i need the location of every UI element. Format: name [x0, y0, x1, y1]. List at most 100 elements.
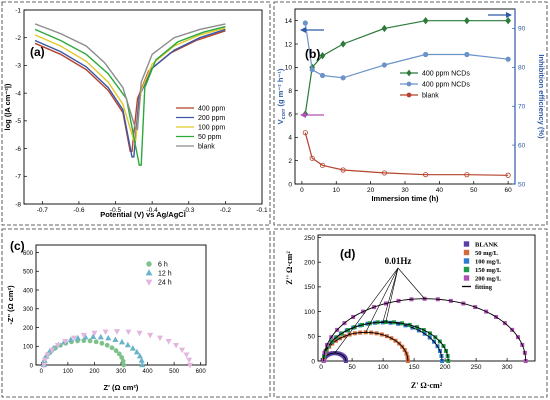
y-tick-label: 4 [288, 135, 292, 142]
legend-label: 12 h [158, 271, 172, 278]
y-tick-label: 200 [23, 326, 34, 332]
series-line [34, 27, 226, 142]
arrowhead [300, 112, 306, 118]
panel-label: (d) [340, 247, 355, 261]
legend-marker [463, 241, 470, 247]
data-point [302, 130, 308, 136]
data-point [71, 335, 78, 342]
legend-label: 150 mg/L [475, 267, 502, 274]
data-point [319, 72, 326, 79]
y-tick-label: 0 [288, 181, 292, 188]
data-point [464, 172, 470, 178]
y-tick-label: 2 [288, 158, 292, 165]
y2-tick-label: 50 [518, 181, 526, 188]
x-tick-label: 0 [319, 364, 323, 371]
data-point [116, 351, 122, 357]
data-point [41, 357, 48, 364]
data-point [423, 172, 429, 178]
x-tick-label: 500 [169, 369, 180, 375]
legend-label: 400 ppm NCDs [422, 82, 470, 89]
legend-label: blank [198, 144, 215, 151]
y2-tick-label: 80 [518, 65, 526, 72]
y-tick-label: 12 [285, 41, 293, 48]
series-line [304, 20, 509, 115]
legend-marker [406, 69, 412, 77]
data-point [147, 332, 154, 339]
x-tick-label: 10 [333, 187, 341, 194]
y-axis-title: -Z'' (Ω cm²) [6, 285, 15, 325]
data-point [104, 342, 110, 348]
data-point [44, 352, 51, 359]
data-point [505, 16, 511, 25]
data-point [129, 345, 136, 351]
data-point [124, 341, 131, 348]
legend-label: 100 ppm [198, 125, 225, 132]
x-tick-label: -0.5 [110, 207, 122, 214]
annotation-leader [397, 267, 425, 299]
y-tick-label: 100 [304, 309, 315, 316]
data-point [136, 352, 143, 359]
y-tick-label: 100 [23, 345, 34, 351]
y2-tick-label: 90 [518, 26, 526, 33]
data-point [99, 340, 105, 346]
panel-frame-c [1, 228, 271, 398]
data-point [118, 338, 126, 345]
annotation-label: 0.01Hz [385, 256, 412, 266]
y-tick-label: -6 [15, 146, 21, 153]
data-point [74, 334, 81, 341]
x-axis-title: Z' (Ω cm²) [104, 383, 139, 392]
legend-marker [463, 258, 470, 264]
y-tick-label: 600 [23, 251, 34, 257]
plot-area [294, 8, 516, 185]
data-point [302, 20, 308, 26]
legend-label: blank [422, 93, 439, 100]
data-point [109, 345, 115, 351]
y2-tick-label: 60 [518, 142, 526, 149]
data-point [136, 330, 143, 337]
data-point [93, 339, 99, 345]
x-tick-label: 100 [63, 369, 74, 375]
x-tick-label: 250 [471, 364, 482, 371]
y-axis-title-sub: corr [281, 108, 287, 120]
data-point [381, 62, 387, 68]
y-tick-label: -7 [15, 174, 21, 181]
legend-label: 200 mg/L [475, 276, 502, 283]
panel-frame-a [1, 1, 271, 226]
annotation-leader [382, 267, 399, 323]
data-point [187, 362, 194, 369]
legend-label: 24 h [158, 280, 172, 287]
series-line [34, 23, 226, 130]
legend-marker [463, 275, 470, 281]
legend-label: 6 h [158, 262, 168, 269]
x-tick-label: 300 [116, 369, 127, 375]
data-point [90, 333, 97, 339]
data-point [186, 357, 193, 364]
x-tick-label: 40 [436, 187, 444, 194]
legend-label: 400 ppm NCDs [422, 71, 470, 78]
legend-marker [463, 249, 470, 256]
y-tick-label: -8 [15, 201, 21, 208]
data-point [121, 362, 127, 368]
legend-marker [406, 81, 412, 87]
legend-label: 400 ppm [198, 106, 225, 113]
data-point [120, 358, 126, 364]
x-tick-label: 200 [440, 364, 451, 371]
data-point [381, 170, 387, 176]
data-point [91, 330, 98, 337]
data-point [138, 357, 145, 363]
x-tick-label: 60 [505, 187, 513, 194]
x-tick-label: -0.6 [73, 207, 85, 214]
legend-label: 100 mg/L [475, 259, 502, 266]
fitting-line [323, 321, 449, 362]
x-tick-label: -0.7 [37, 207, 49, 214]
y-tick-label: -5 [15, 118, 21, 125]
y-axis-title-rest: (g m⁻² h⁻¹) [276, 68, 285, 108]
data-point [381, 24, 388, 33]
data-point [156, 335, 163, 342]
data-point [464, 51, 470, 58]
y-tick-label: -4 [15, 90, 21, 97]
x-tick-label: 30 [401, 187, 409, 194]
panel-frame-d [273, 228, 548, 398]
data-point [112, 336, 119, 343]
legend-label: fitting [475, 284, 493, 291]
